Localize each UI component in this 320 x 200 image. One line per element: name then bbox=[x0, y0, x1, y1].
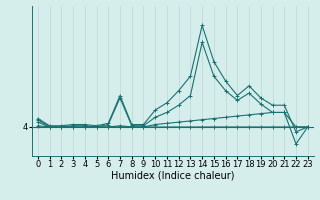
X-axis label: Humidex (Indice chaleur): Humidex (Indice chaleur) bbox=[111, 171, 235, 181]
